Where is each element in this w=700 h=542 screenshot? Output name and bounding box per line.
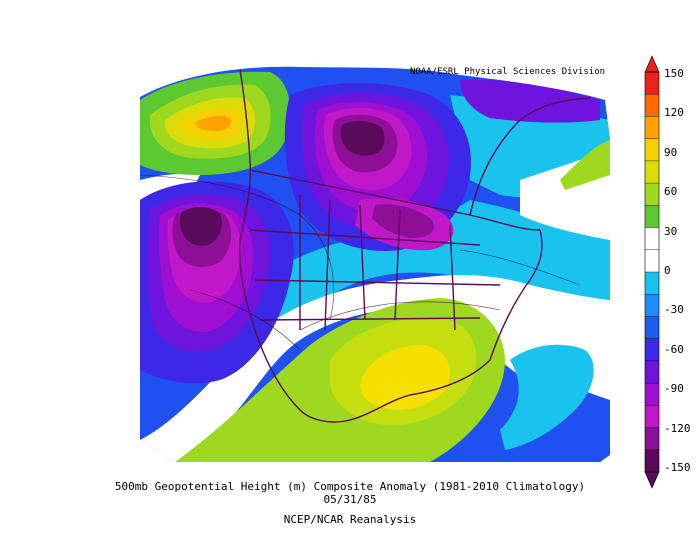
colorbar-swatch — [645, 72, 659, 95]
colorbar-label: -30 — [664, 303, 684, 317]
colorbar-label: -90 — [664, 382, 684, 396]
caption-title: 500mb Geopotential Height (m) Composite … — [114, 480, 586, 493]
colorbar-top-arrow — [644, 55, 660, 73]
colorbar-swatch — [645, 183, 659, 206]
boundary-lines — [238, 69, 591, 423]
colorbar — [644, 55, 660, 489]
caption-source: NCEP/NCAR Reanalysis — [283, 513, 417, 526]
colorbar-label: 30 — [664, 224, 678, 238]
colorbar-swatch — [645, 116, 659, 140]
colorbar-label: -120 — [664, 421, 691, 435]
colorbar-swatch — [645, 138, 659, 162]
colorbar-swatch — [645, 205, 659, 229]
colorbar-swatch — [645, 160, 659, 184]
colorbar-swatch — [645, 405, 659, 429]
colorbar-swatch — [645, 338, 659, 362]
colorbar-swatch — [645, 449, 659, 473]
colorbar-label: 60 — [664, 185, 678, 199]
colorbar-label: 150 — [664, 67, 684, 80]
colorbar-swatch — [645, 272, 659, 295]
colorbar-swatch — [645, 427, 659, 451]
colorbar-label: 90 — [664, 145, 678, 159]
colorbar-swatch — [645, 360, 659, 384]
credit-text: NOAA/ESRL Physical Sciences Division — [410, 67, 606, 77]
colorbar-label: 120 — [664, 106, 684, 120]
colorbar-label: 0 — [664, 264, 671, 277]
colorbar-swatch — [645, 294, 659, 317]
colorbar-label: -150 — [664, 461, 691, 474]
colorbar-swatch — [645, 249, 659, 273]
colorbar-swatch — [645, 383, 659, 406]
colorbar-swatch — [645, 227, 659, 251]
contour-lines — [140, 174, 581, 351]
colorbar-swatch — [645, 94, 659, 117]
caption-date: 05/31/85 — [323, 493, 377, 506]
colorbar-swatch — [645, 316, 659, 340]
map-area — [140, 66, 610, 462]
colorbar-label: -60 — [664, 342, 684, 356]
